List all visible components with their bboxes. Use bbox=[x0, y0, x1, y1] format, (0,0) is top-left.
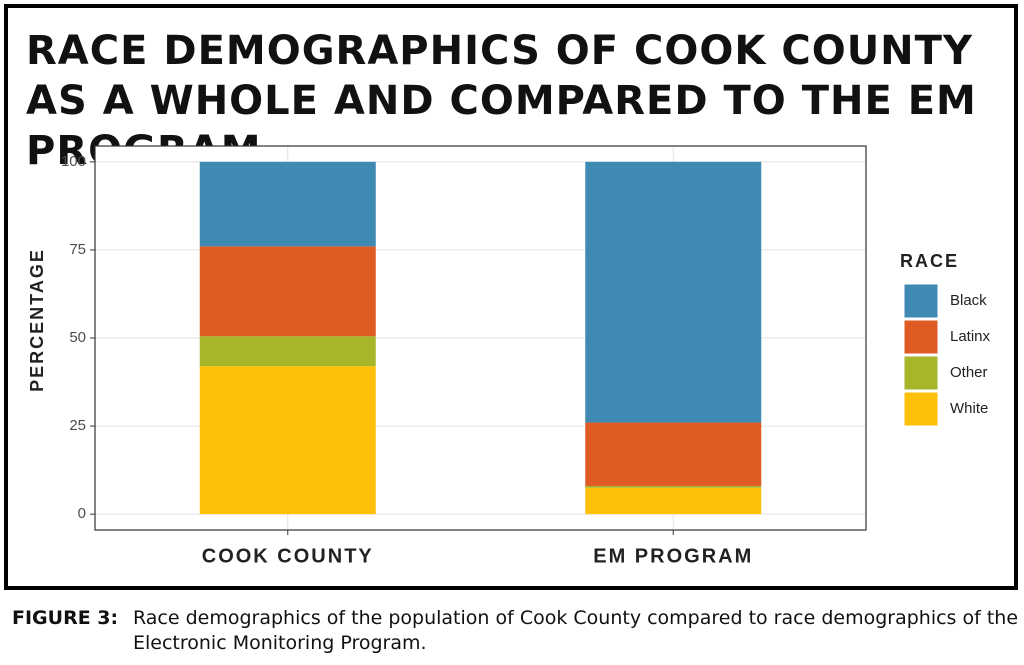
x-tick-label: COOK COUNTY bbox=[202, 545, 374, 567]
bar-segment bbox=[199, 366, 376, 515]
legend-key bbox=[903, 355, 939, 391]
legend-label: White bbox=[950, 400, 988, 417]
legend-label: Other bbox=[950, 364, 988, 381]
legend-key bbox=[903, 319, 939, 355]
bar-segment bbox=[585, 487, 762, 515]
legend-label: Black bbox=[950, 292, 987, 309]
caption-label: FIGURE 3: bbox=[12, 607, 119, 629]
caption-text: Race demographics of the population of C… bbox=[133, 607, 1019, 654]
x-tick-label: EM PROGRAM bbox=[593, 545, 753, 567]
legend-key bbox=[903, 283, 939, 319]
y-tick-label: 50 bbox=[69, 329, 86, 346]
bar-segment bbox=[585, 161, 762, 423]
legend-key bbox=[903, 391, 939, 427]
y-tick-label: 75 bbox=[69, 241, 86, 258]
y-tick-label: 25 bbox=[69, 417, 86, 434]
legend-label: Latinx bbox=[950, 328, 991, 345]
y-axis-label: PERCENTAGE bbox=[27, 248, 47, 392]
bar-segment bbox=[199, 246, 376, 337]
frame bbox=[4, 4, 1018, 590]
bar-segment bbox=[199, 336, 376, 367]
legend-title: RACE bbox=[900, 251, 959, 271]
plot-border bbox=[94, 145, 867, 531]
y-tick-label: 100 bbox=[61, 153, 86, 170]
caption: FIGURE 3: Race demographics of the popula… bbox=[12, 606, 1024, 656]
y-tick-label: 0 bbox=[78, 505, 86, 522]
chart: PERCENTAGE RACE 0 25 50 75 100 COOK COUNTY EM … bbox=[27, 145, 991, 567]
bar-segment bbox=[199, 161, 376, 247]
bar-segment bbox=[585, 422, 762, 486]
bar-segment bbox=[585, 485, 762, 488]
